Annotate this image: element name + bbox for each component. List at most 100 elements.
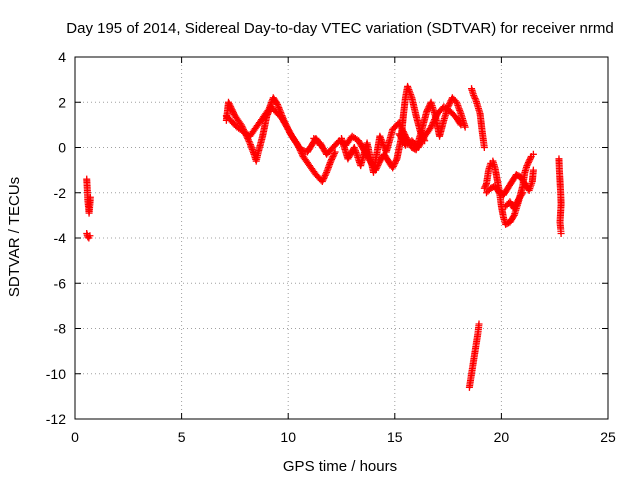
data-point	[320, 174, 328, 182]
data-point	[229, 107, 237, 115]
data-point	[298, 150, 306, 158]
data-point	[319, 176, 327, 184]
y-tick-label: -6	[54, 275, 67, 291]
data-point	[280, 116, 288, 124]
data-point	[397, 123, 405, 131]
x-tick-label: 10	[280, 429, 296, 445]
data-point	[428, 122, 436, 130]
data-point	[429, 119, 437, 127]
data-point	[331, 148, 339, 156]
data-point	[389, 164, 397, 172]
data-point	[227, 104, 235, 112]
data-point	[524, 160, 532, 168]
data-point	[281, 119, 289, 127]
x-tick-label: 25	[600, 429, 616, 445]
y-tick-label: 2	[58, 94, 66, 110]
data-point	[229, 109, 237, 117]
data-point	[557, 229, 565, 237]
data-point	[86, 232, 94, 240]
data-point	[282, 121, 290, 129]
data-point	[391, 159, 399, 167]
x-tick-label: 5	[178, 429, 186, 445]
data-point	[513, 199, 521, 207]
data-point	[283, 122, 291, 130]
data-point	[423, 107, 431, 115]
data-point	[398, 125, 406, 133]
data-point	[400, 129, 408, 137]
data-point	[264, 107, 272, 115]
y-tick-label: -10	[46, 366, 66, 382]
data-point	[512, 202, 520, 210]
x-tick-label: 15	[387, 429, 403, 445]
data-point	[529, 150, 537, 158]
data-point	[392, 158, 400, 166]
data-point	[396, 120, 404, 128]
data-point	[456, 120, 464, 128]
data-point	[427, 123, 435, 131]
data-point	[281, 118, 289, 126]
data-points	[83, 82, 565, 391]
data-point	[225, 98, 233, 106]
data-point	[396, 122, 404, 130]
data-point	[475, 320, 483, 328]
y-tick-label: -12	[46, 411, 66, 427]
y-axis-label: SDTVAR / TECUs	[6, 177, 23, 297]
data-point	[399, 128, 407, 136]
y-tick-label: 0	[58, 140, 66, 156]
y-tick-label: -8	[54, 321, 67, 337]
data-point	[470, 91, 478, 99]
data-point	[526, 156, 534, 164]
data-point	[430, 117, 438, 125]
data-point	[294, 142, 302, 150]
data-point	[392, 156, 400, 164]
data-point	[446, 98, 454, 106]
data-point	[226, 101, 234, 109]
data-point	[511, 203, 519, 211]
data-point	[525, 157, 533, 165]
data-point	[328, 154, 336, 162]
data-point	[395, 119, 403, 127]
data-point	[327, 157, 335, 165]
data-point	[446, 100, 454, 108]
data-point	[328, 156, 336, 164]
data-point	[423, 106, 431, 114]
data-point	[86, 193, 94, 201]
data-point	[428, 120, 436, 128]
data-point	[512, 200, 520, 208]
data-point	[481, 183, 489, 191]
y-tick-label: 4	[58, 49, 66, 65]
chart-title: Day 195 of 2014, Sidereal Day-to-day VTE…	[66, 20, 613, 37]
data-point	[471, 94, 479, 102]
data-point	[470, 93, 478, 101]
data-point	[480, 144, 488, 151]
x-tick-label: 0	[71, 429, 79, 445]
data-point	[330, 150, 338, 158]
data-point	[523, 162, 531, 170]
data-point	[527, 154, 535, 162]
data-point	[296, 147, 304, 155]
data-point	[519, 189, 527, 197]
data-point	[509, 213, 517, 221]
data-point	[284, 125, 292, 133]
data-point	[318, 177, 326, 185]
y-tick-label: -4	[54, 230, 67, 246]
data-point	[285, 127, 293, 135]
data-point	[480, 184, 488, 192]
data-point	[524, 159, 532, 167]
data-point	[322, 170, 330, 178]
x-tick-label: 20	[494, 429, 510, 445]
data-point	[225, 100, 233, 108]
data-point	[330, 151, 338, 159]
data-point	[227, 103, 235, 111]
data-point	[245, 137, 253, 145]
data-point	[329, 153, 337, 161]
data-point	[228, 106, 236, 114]
data-point	[431, 116, 439, 124]
data-point	[295, 144, 303, 151]
axis-ticks: 0 5 10 15 20 25 -12 -10 -8 -6 -4 -2 0 2 4	[46, 49, 616, 445]
data-point	[482, 181, 490, 189]
data-point	[296, 145, 304, 153]
data-point	[283, 124, 291, 132]
